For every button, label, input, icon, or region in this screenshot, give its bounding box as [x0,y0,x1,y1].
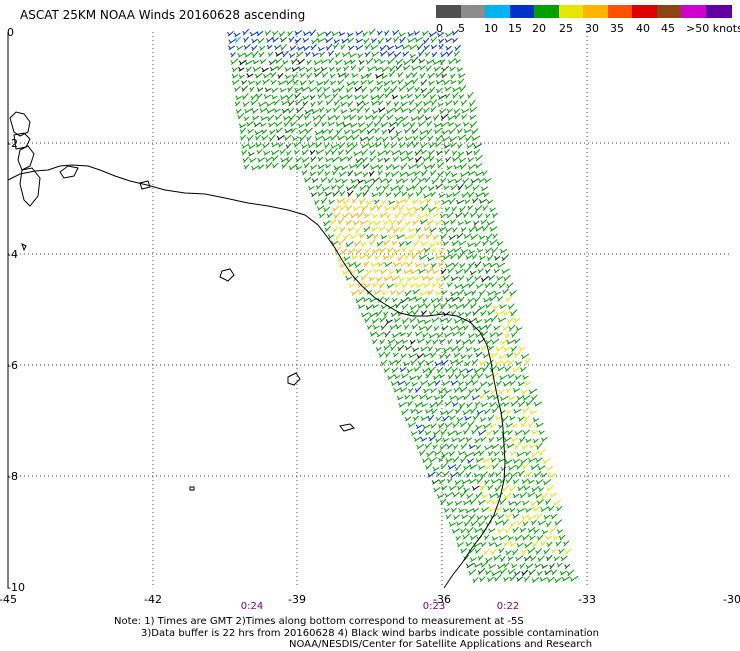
scale-label: 5 [458,22,465,35]
pass-time-label: 0:24 [241,601,263,612]
scale-label: 20 [532,22,546,35]
pass-time-label: 0:22 [497,601,519,612]
pass-time-labels: 0:24 0:23 0:22 [241,601,519,612]
lat-label: -4 [7,248,18,261]
lat-label: 0 [7,26,14,39]
lat-label: -6 [7,359,18,372]
wind-speed-color-scale: 0 5 10 15 20 25 30 35 40 45 >50 knots [436,5,740,37]
scale-label: 0 [436,22,443,35]
scale-swatch [436,5,462,18]
scale-swatch [607,5,634,18]
scale-swatch [705,5,732,18]
scale-swatch [681,5,707,18]
pass-time-label: 0:23 [423,601,445,612]
lon-label: -45 [0,593,17,606]
note-line-3: NOAA/NESDIS/Center for Satellite Applica… [289,639,593,650]
scale-label: 45 [661,22,675,35]
coastline [7,164,506,589]
scale-swatch [558,5,585,18]
coastal-islands [9,111,355,491]
scale-label: 30 [585,22,599,35]
lon-label: -33 [578,593,596,606]
note-line-1: Note: 1) Times are GMT 2)Times along bot… [114,616,524,627]
scale-swatch [583,5,609,18]
scale-label: 10 [484,22,498,35]
scale-swatch [460,5,487,18]
map-title: ASCAT 25KM NOAA Winds 20160628 ascending [20,8,306,22]
scale-label: 40 [636,22,650,35]
scale-swatch [632,5,658,18]
lon-label: -30 [723,593,740,606]
lon-label: -39 [288,593,306,606]
lat-label: -10 [7,581,25,594]
scale-swatch [509,5,536,18]
lon-label: -42 [144,593,162,606]
scale-swatch [485,5,511,18]
lat-label: -2 [7,137,18,150]
lat-lon-grid [8,32,732,588]
scale-label: 25 [559,22,573,35]
scale-label: >50 knots [686,22,740,35]
lon-label: -36 [433,593,451,606]
wind-barbs [227,28,579,584]
scale-swatch [534,5,560,18]
scale-swatch [656,5,683,18]
note-line-2: 3)Data buffer is 22 hrs from 20160628 4)… [141,627,599,639]
lat-label: -8 [7,470,18,483]
scale-label: 35 [610,22,624,35]
scale-label: 15 [508,22,522,35]
map-axis-labels: -45 -42 -39 -36 -33 -30 0 -2 -4 -6 -8 -10 [0,26,740,606]
